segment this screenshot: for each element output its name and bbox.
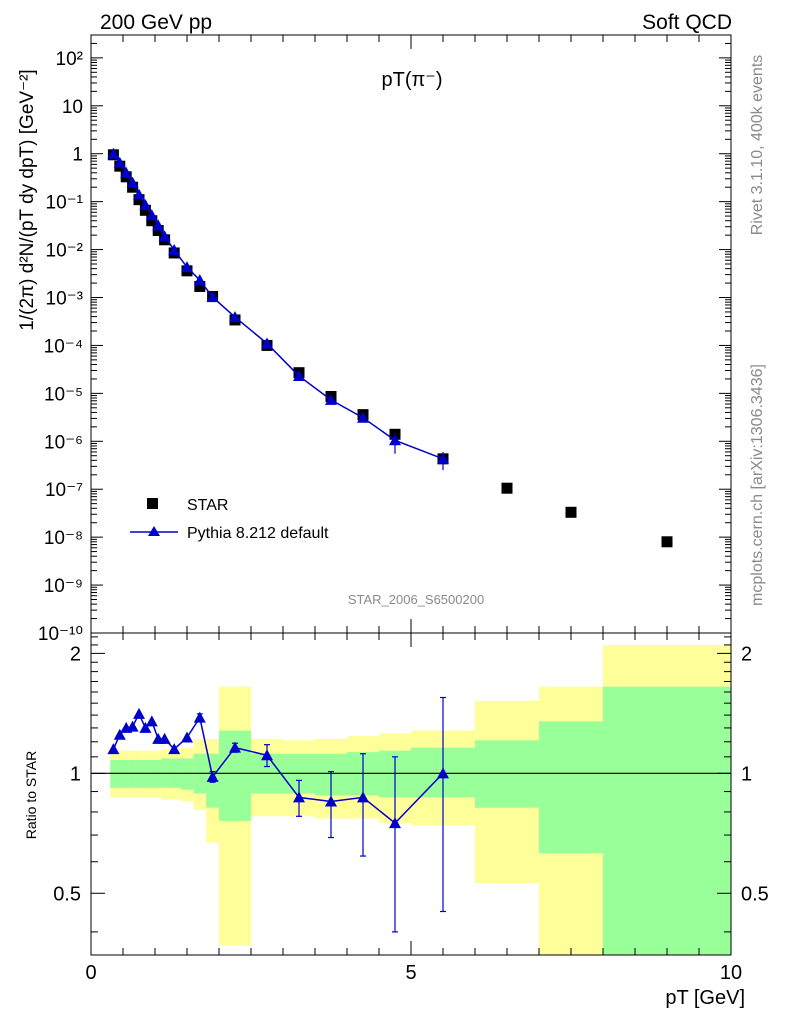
main-y-tick-label: 10⁻⁸ — [44, 528, 83, 549]
pythia-data-point — [357, 411, 369, 423]
ratio-data-point — [325, 795, 337, 807]
ratio-data-point — [133, 707, 145, 719]
pythia-data-point — [193, 274, 206, 286]
pythia-data-point — [158, 230, 171, 242]
pythia-data-point — [120, 166, 133, 178]
main-y-tick-label: 10² — [56, 49, 83, 70]
ratio-y-tick-label-left: 2 — [70, 643, 81, 665]
header-left-label: 200 GeV pp — [100, 11, 212, 34]
pythia-data-point — [261, 337, 273, 349]
star-data-point — [152, 225, 164, 237]
ratio-band-inner — [539, 721, 603, 854]
main-y-tick-label: 10⁻⁶ — [44, 432, 83, 453]
ratio-data-point — [229, 741, 241, 753]
star-data-point — [194, 280, 206, 292]
ratio-y-tick-label-right: 1 — [741, 763, 752, 785]
main-y-tick-label: 10⁻⁹ — [44, 576, 83, 597]
pythia-data-point — [181, 261, 193, 273]
ratio-y-tick-label-right: 0.5 — [741, 883, 769, 905]
analysis-watermark: STAR_2006_S6500200 — [348, 592, 484, 607]
ratio-data-point — [206, 770, 219, 782]
pythia-data-point — [325, 393, 337, 405]
pythia-data-point — [152, 219, 165, 231]
pythia-data-point — [229, 311, 241, 323]
x-tick-label: 0 — [85, 962, 96, 984]
ratio-data-point — [193, 711, 206, 723]
main-plot: 10⁻¹⁰ 10⁻⁹ 10⁻⁸ 10⁻⁷ 10⁻⁶ 10⁻⁵ 10⁻⁴ 10⁻³ 10⁻² 10⁻… — [38, 34, 732, 645]
legend-star-label: STAR — [187, 497, 228, 514]
header-right-label: Soft QCD — [642, 11, 732, 34]
main-y-tick-label: 10⁻⁷ — [45, 480, 83, 501]
ratio-band-inner — [603, 686, 731, 955]
pythia-data-point — [437, 452, 449, 464]
pythia-data-point — [139, 199, 152, 211]
x-tick-label: 10 — [720, 962, 742, 984]
legend-star-marker — [147, 498, 158, 509]
ratio-data-point — [389, 817, 401, 829]
ratio-data-point — [293, 791, 305, 803]
pythia-data-point — [113, 156, 126, 168]
ratio-data-point — [145, 715, 158, 727]
pythia-data-point — [293, 370, 305, 382]
ratio-y-tick-label-right: 2 — [741, 643, 752, 665]
main-y-tick-label: 10⁻⁵ — [44, 384, 83, 405]
pythia-data-point — [389, 434, 401, 446]
legend: STAR Pythia 8.212 default — [130, 497, 329, 542]
ratio-y-tick-label-left: 0.5 — [53, 883, 81, 905]
ratio-data-point — [357, 791, 369, 803]
main-y-tick-label: 10⁻¹ — [46, 193, 84, 214]
star-data-point — [565, 506, 577, 518]
ratio-plot: 0.5 0.5 1 1 2 2 0 5 10 — [53, 632, 769, 984]
ratio-data-point — [126, 720, 139, 732]
main-y-tick-label: 10⁻³ — [46, 289, 84, 310]
mcplots-info-label: mcplots.cern.ch [arXiv:1306.3436] — [749, 364, 766, 606]
ratio-band-inner — [180, 758, 194, 790]
pythia-data-point — [168, 243, 181, 255]
main-y-tick-label: 1 — [72, 145, 83, 166]
pythia-data-point — [145, 209, 158, 221]
star-data-point — [661, 536, 673, 548]
ratio-y-axis-label: Ratio to STAR — [23, 751, 39, 839]
pythia-data-point — [107, 147, 120, 159]
ratio-data-point — [139, 721, 152, 733]
main-y-tick-label: 10⁻¹⁰ — [38, 624, 83, 645]
ratio-data-point — [158, 732, 171, 744]
ratio-data-point — [437, 767, 449, 779]
legend-pythia-marker — [148, 526, 160, 536]
main-y-tick-label: 10 — [62, 97, 83, 118]
pythia-data-point — [126, 176, 139, 188]
ratio-data-point — [113, 728, 126, 740]
rivet-info-label: Rivet 3.1.10, 400k events — [749, 55, 766, 236]
star-data-point — [133, 194, 145, 206]
star-data-point — [146, 215, 158, 227]
legend-pythia-label: Pythia 8.212 default — [187, 525, 329, 542]
ratio-data-point — [181, 731, 193, 743]
ratio-y-tick-label-left: 1 — [70, 763, 81, 785]
pythia-data-point — [206, 291, 219, 303]
ratio-data-point — [107, 743, 120, 755]
star-data-point — [501, 482, 513, 494]
ratio-band-inner — [475, 740, 539, 808]
x-tick-label: 5 — [405, 962, 416, 984]
star-data-point — [139, 204, 151, 216]
pythia-series-line — [112, 153, 444, 460]
ratio-data-point — [261, 749, 273, 761]
x-axis-label: pT [GeV] — [665, 987, 745, 1009]
main-y-tick-label: 10⁻² — [46, 241, 84, 262]
pythia-data-point — [133, 188, 145, 200]
main-y-tick-label: 10⁻⁴ — [44, 336, 83, 357]
ratio-data-point — [168, 743, 181, 755]
main-y-axis-label: 1/(2π) d²N/(pT dy dpT) [GeV⁻²] — [17, 69, 38, 330]
chart-title: pT(π⁻) — [381, 69, 442, 91]
main-plot-frame — [90, 34, 732, 634]
